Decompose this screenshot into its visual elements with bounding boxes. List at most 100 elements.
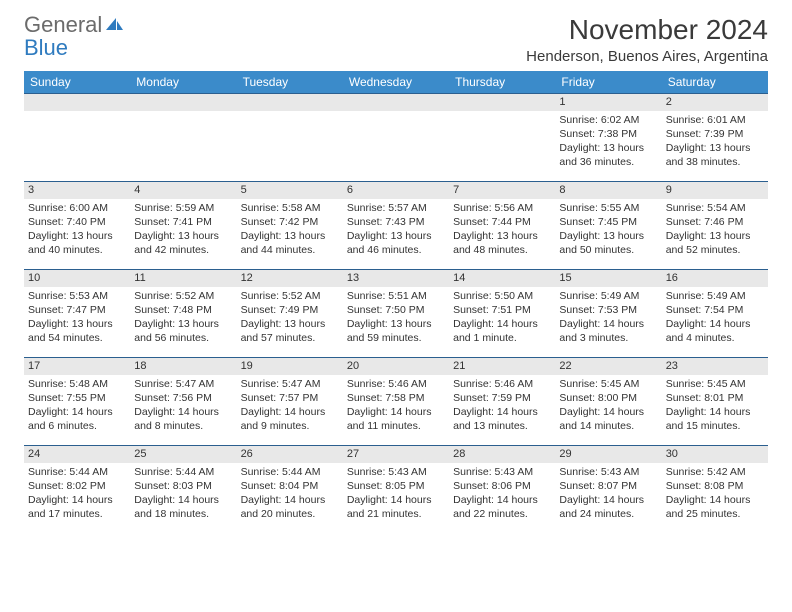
header: General Blue November 2024 Henderson, Bu… — [24, 14, 768, 65]
day-body: Sunrise: 5:44 AMSunset: 8:02 PMDaylight:… — [24, 463, 130, 526]
day-body: Sunrise: 5:46 AMSunset: 7:59 PMDaylight:… — [449, 375, 555, 438]
day-number: . — [237, 93, 343, 111]
sunrise-text: Sunrise: 5:57 AM — [347, 201, 445, 215]
sunrise-text: Sunrise: 5:58 AM — [241, 201, 339, 215]
day-body: Sunrise: 5:53 AMSunset: 7:47 PMDaylight:… — [24, 287, 130, 350]
day-number: 22 — [555, 357, 661, 375]
day-body: Sunrise: 5:45 AMSunset: 8:01 PMDaylight:… — [662, 375, 768, 438]
day-number: 2 — [662, 93, 768, 111]
day-body: Sunrise: 5:44 AMSunset: 8:03 PMDaylight:… — [130, 463, 236, 526]
daylight-text: Daylight: 14 hours and 24 minutes. — [559, 493, 657, 521]
daylight-text: Daylight: 13 hours and 50 minutes. — [559, 229, 657, 257]
calendar-week-row: 10Sunrise: 5:53 AMSunset: 7:47 PMDayligh… — [24, 269, 768, 357]
day-number: 12 — [237, 269, 343, 287]
sunset-text: Sunset: 7:49 PM — [241, 303, 339, 317]
sunset-text: Sunset: 8:08 PM — [666, 479, 764, 493]
logo-sail-icon — [104, 16, 124, 37]
day-body: Sunrise: 5:49 AMSunset: 7:53 PMDaylight:… — [555, 287, 661, 350]
sunrise-text: Sunrise: 5:52 AM — [134, 289, 232, 303]
daylight-text: Daylight: 13 hours and 38 minutes. — [666, 141, 764, 169]
sunset-text: Sunset: 7:40 PM — [28, 215, 126, 229]
sunset-text: Sunset: 8:07 PM — [559, 479, 657, 493]
sunset-text: Sunset: 8:06 PM — [453, 479, 551, 493]
calendar-day-cell: . — [237, 93, 343, 181]
sunset-text: Sunset: 7:50 PM — [347, 303, 445, 317]
calendar-day-cell: . — [130, 93, 236, 181]
day-number: 25 — [130, 445, 236, 463]
calendar-day-cell: 1Sunrise: 6:02 AMSunset: 7:38 PMDaylight… — [555, 93, 661, 181]
daylight-text: Daylight: 14 hours and 15 minutes. — [666, 405, 764, 433]
calendar-day-cell: 2Sunrise: 6:01 AMSunset: 7:39 PMDaylight… — [662, 93, 768, 181]
day-number: 28 — [449, 445, 555, 463]
logo: General Blue — [24, 14, 124, 60]
day-body: Sunrise: 5:46 AMSunset: 7:58 PMDaylight:… — [343, 375, 449, 438]
calendar-day-cell: 21Sunrise: 5:46 AMSunset: 7:59 PMDayligh… — [449, 357, 555, 445]
sunset-text: Sunset: 7:41 PM — [134, 215, 232, 229]
day-number: . — [449, 93, 555, 111]
day-number: 27 — [343, 445, 449, 463]
sunrise-text: Sunrise: 6:02 AM — [559, 113, 657, 127]
daylight-text: Daylight: 14 hours and 20 minutes. — [241, 493, 339, 521]
day-body: Sunrise: 5:47 AMSunset: 7:56 PMDaylight:… — [130, 375, 236, 438]
sunset-text: Sunset: 7:38 PM — [559, 127, 657, 141]
day-number: 30 — [662, 445, 768, 463]
sunset-text: Sunset: 7:48 PM — [134, 303, 232, 317]
logo-word2: Blue — [24, 35, 68, 60]
sunset-text: Sunset: 7:39 PM — [666, 127, 764, 141]
day-number: 15 — [555, 269, 661, 287]
calendar-day-cell: 30Sunrise: 5:42 AMSunset: 8:08 PMDayligh… — [662, 445, 768, 533]
weekday-header: Friday — [555, 71, 661, 93]
day-body: Sunrise: 5:52 AMSunset: 7:48 PMDaylight:… — [130, 287, 236, 350]
calendar-day-cell: 18Sunrise: 5:47 AMSunset: 7:56 PMDayligh… — [130, 357, 236, 445]
weekday-header: Monday — [130, 71, 236, 93]
day-body: Sunrise: 5:48 AMSunset: 7:55 PMDaylight:… — [24, 375, 130, 438]
day-number: 29 — [555, 445, 661, 463]
calendar-day-cell: 11Sunrise: 5:52 AMSunset: 7:48 PMDayligh… — [130, 269, 236, 357]
sunrise-text: Sunrise: 5:55 AM — [559, 201, 657, 215]
day-body: Sunrise: 5:57 AMSunset: 7:43 PMDaylight:… — [343, 199, 449, 262]
sunrise-text: Sunrise: 5:53 AM — [28, 289, 126, 303]
calendar-day-cell: 29Sunrise: 5:43 AMSunset: 8:07 PMDayligh… — [555, 445, 661, 533]
sunset-text: Sunset: 7:56 PM — [134, 391, 232, 405]
day-body: Sunrise: 5:44 AMSunset: 8:04 PMDaylight:… — [237, 463, 343, 526]
calendar-day-cell: 22Sunrise: 5:45 AMSunset: 8:00 PMDayligh… — [555, 357, 661, 445]
weekday-header: Tuesday — [237, 71, 343, 93]
daylight-text: Daylight: 14 hours and 4 minutes. — [666, 317, 764, 345]
daylight-text: Daylight: 14 hours and 18 minutes. — [134, 493, 232, 521]
weekday-header: Wednesday — [343, 71, 449, 93]
sunset-text: Sunset: 7:45 PM — [559, 215, 657, 229]
calendar-day-cell: 14Sunrise: 5:50 AMSunset: 7:51 PMDayligh… — [449, 269, 555, 357]
sunset-text: Sunset: 7:44 PM — [453, 215, 551, 229]
sunrise-text: Sunrise: 5:47 AM — [241, 377, 339, 391]
day-number: 4 — [130, 181, 236, 199]
daylight-text: Daylight: 14 hours and 22 minutes. — [453, 493, 551, 521]
day-body: Sunrise: 5:49 AMSunset: 7:54 PMDaylight:… — [662, 287, 768, 350]
sunrise-text: Sunrise: 6:01 AM — [666, 113, 764, 127]
day-number: 20 — [343, 357, 449, 375]
sunset-text: Sunset: 8:05 PM — [347, 479, 445, 493]
sunrise-text: Sunrise: 5:49 AM — [559, 289, 657, 303]
day-number: 3 — [24, 181, 130, 199]
day-body: Sunrise: 5:45 AMSunset: 8:00 PMDaylight:… — [555, 375, 661, 438]
day-number: 13 — [343, 269, 449, 287]
sunrise-text: Sunrise: 5:43 AM — [453, 465, 551, 479]
sunrise-text: Sunrise: 5:43 AM — [347, 465, 445, 479]
daylight-text: Daylight: 13 hours and 52 minutes. — [666, 229, 764, 257]
day-body: Sunrise: 6:01 AMSunset: 7:39 PMDaylight:… — [662, 111, 768, 174]
sunset-text: Sunset: 8:01 PM — [666, 391, 764, 405]
day-number: 16 — [662, 269, 768, 287]
calendar-day-cell: 4Sunrise: 5:59 AMSunset: 7:41 PMDaylight… — [130, 181, 236, 269]
day-number: 7 — [449, 181, 555, 199]
day-number: 18 — [130, 357, 236, 375]
sunrise-text: Sunrise: 5:54 AM — [666, 201, 764, 215]
calendar-day-cell: . — [24, 93, 130, 181]
calendar-day-cell: 16Sunrise: 5:49 AMSunset: 7:54 PMDayligh… — [662, 269, 768, 357]
day-body: Sunrise: 5:50 AMSunset: 7:51 PMDaylight:… — [449, 287, 555, 350]
sunrise-text: Sunrise: 5:48 AM — [28, 377, 126, 391]
sunrise-text: Sunrise: 5:51 AM — [347, 289, 445, 303]
sunset-text: Sunset: 7:47 PM — [28, 303, 126, 317]
calendar-day-cell: 7Sunrise: 5:56 AMSunset: 7:44 PMDaylight… — [449, 181, 555, 269]
daylight-text: Daylight: 14 hours and 8 minutes. — [134, 405, 232, 433]
daylight-text: Daylight: 13 hours and 56 minutes. — [134, 317, 232, 345]
logo-word1: General — [24, 12, 102, 37]
